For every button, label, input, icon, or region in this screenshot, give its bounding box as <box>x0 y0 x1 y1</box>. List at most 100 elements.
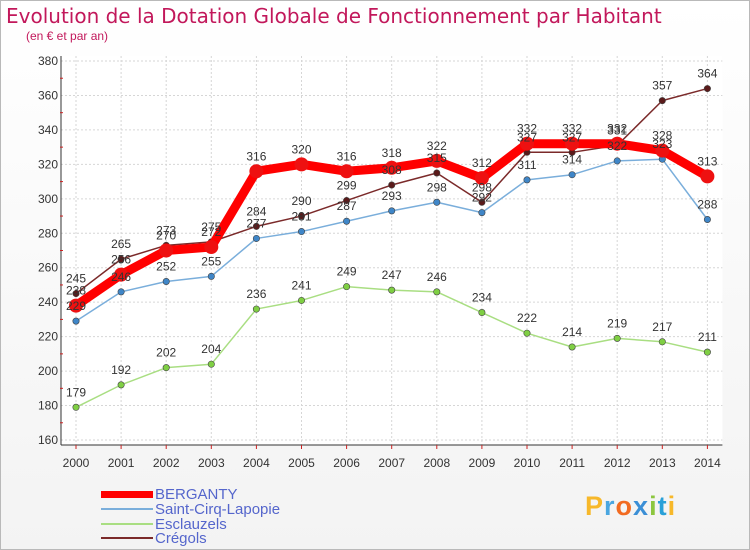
brand-letter: i <box>667 491 677 521</box>
data-label-saint-cirq-lapopie: 322 <box>607 139 627 153</box>
data-label-saint-cirq-lapopie: 293 <box>382 189 402 203</box>
data-point-berganty <box>700 169 715 184</box>
x-tick-label: 2012 <box>604 456 631 470</box>
data-label-cr-gols: 327 <box>517 130 537 144</box>
data-point-saint-cirq-lapopie <box>613 157 621 165</box>
data-point-berganty <box>339 164 354 179</box>
data-point-berganty <box>114 267 129 282</box>
data-label-esclauzels: 236 <box>246 287 266 301</box>
data-point-esclauzels <box>703 348 711 356</box>
data-point-saint-cirq-lapopie <box>523 176 531 184</box>
data-point-esclauzels <box>72 403 80 411</box>
y-tick-label: 240 <box>38 295 58 309</box>
data-point-esclauzels <box>297 296 305 304</box>
data-point-esclauzels <box>433 288 441 296</box>
data-label-saint-cirq-lapopie: 323 <box>652 137 672 151</box>
data-label-cr-gols: 331 <box>607 123 627 137</box>
data-label-esclauzels: 241 <box>291 278 311 292</box>
y-tick-label: 180 <box>38 399 58 413</box>
data-point-cr-gols <box>72 290 80 298</box>
data-label-berganty: 312 <box>472 156 492 170</box>
data-label-esclauzels: 179 <box>66 385 86 399</box>
data-label-berganty: 270 <box>156 229 176 243</box>
data-label-cr-gols: 299 <box>337 179 357 193</box>
x-tick-label: 2004 <box>243 456 270 470</box>
data-point-berganty <box>610 136 625 151</box>
data-point-esclauzels <box>523 329 531 337</box>
x-tick-label: 2007 <box>378 456 405 470</box>
data-label-cr-gols: 284 <box>246 204 266 218</box>
legend-label: Saint-Cirq-Lapopie <box>155 500 281 518</box>
data-label-saint-cirq-lapopie: 255 <box>201 254 221 268</box>
data-label-berganty: 332 <box>607 122 627 136</box>
y-tick-label: 220 <box>38 330 58 344</box>
data-point-berganty <box>69 298 83 313</box>
legend-label: BERGANTY <box>155 485 238 503</box>
data-point-saint-cirq-lapopie <box>207 272 215 280</box>
data-point-esclauzels <box>162 364 170 372</box>
data-label-esclauzels: 192 <box>111 363 131 377</box>
legend-swatch <box>101 523 153 525</box>
y-tick-label: 340 <box>38 123 58 137</box>
data-point-saint-cirq-lapopie <box>568 171 576 179</box>
data-label-saint-cirq-lapopie: 229 <box>66 299 86 313</box>
data-label-esclauzels: 204 <box>201 342 221 356</box>
data-label-esclauzels: 214 <box>562 325 582 339</box>
data-point-berganty <box>474 171 489 186</box>
data-point-cr-gols <box>478 198 486 206</box>
data-label-esclauzels: 249 <box>337 265 357 279</box>
legend-item-cregols: Crégols <box>101 529 207 547</box>
data-point-berganty <box>204 240 219 255</box>
data-point-berganty <box>565 136 580 151</box>
legend-label: Crégols <box>155 529 207 547</box>
data-point-berganty <box>429 153 444 168</box>
chart-title: Evolution de la Dotation Globale de Fonc… <box>6 4 662 28</box>
data-label-berganty: 272 <box>201 225 221 239</box>
x-tick-label: 2002 <box>153 456 180 470</box>
legend-swatch <box>101 508 153 510</box>
x-tick-label: 2014 <box>694 456 721 470</box>
data-label-cr-gols: 357 <box>652 79 672 93</box>
data-point-esclauzels <box>658 338 666 346</box>
data-point-berganty <box>159 243 174 258</box>
legend-label: Esclauzels <box>155 515 227 533</box>
data-label-berganty: 322 <box>427 139 447 153</box>
data-point-cr-gols <box>703 85 711 93</box>
data-point-cr-gols <box>297 212 305 220</box>
data-point-saint-cirq-lapopie <box>252 234 260 242</box>
data-label-berganty: 320 <box>291 142 311 156</box>
data-point-saint-cirq-lapopie <box>703 215 711 223</box>
data-label-berganty: 316 <box>337 149 357 163</box>
data-label-saint-cirq-lapopie: 298 <box>427 180 447 194</box>
data-label-berganty: 328 <box>652 129 672 143</box>
data-point-cr-gols <box>252 222 260 230</box>
data-point-cr-gols <box>658 97 666 105</box>
data-label-esclauzels: 222 <box>517 311 537 325</box>
legend-item-berganty: BERGANTY <box>101 485 238 503</box>
data-point-esclauzels <box>568 343 576 351</box>
x-tick-label: 2001 <box>108 456 135 470</box>
data-point-esclauzels <box>343 283 351 291</box>
data-label-saint-cirq-lapopie: 277 <box>246 216 266 230</box>
data-label-cr-gols: 245 <box>66 272 86 286</box>
data-label-berganty: 256 <box>111 253 131 267</box>
brand-letter: i <box>649 491 658 521</box>
data-label-esclauzels: 234 <box>472 291 492 305</box>
y-tick-label: 200 <box>38 364 58 378</box>
y-tick-label: 360 <box>38 88 58 102</box>
brand-letter: x <box>633 491 650 521</box>
y-tick-label: 260 <box>38 261 58 275</box>
data-label-saint-cirq-lapopie: 281 <box>291 210 311 224</box>
data-label-esclauzels: 211 <box>698 330 717 344</box>
brand-letter: t <box>657 491 668 521</box>
x-tick-label: 2013 <box>649 456 676 470</box>
data-label-berganty: 332 <box>562 122 582 136</box>
data-label-cr-gols: 273 <box>156 223 176 237</box>
data-point-berganty <box>520 136 534 151</box>
x-tick-label: 2006 <box>333 456 360 470</box>
brand-letter: r <box>604 491 616 521</box>
legend-swatch <box>101 537 153 539</box>
brand-logo: Proxiti <box>585 491 676 522</box>
